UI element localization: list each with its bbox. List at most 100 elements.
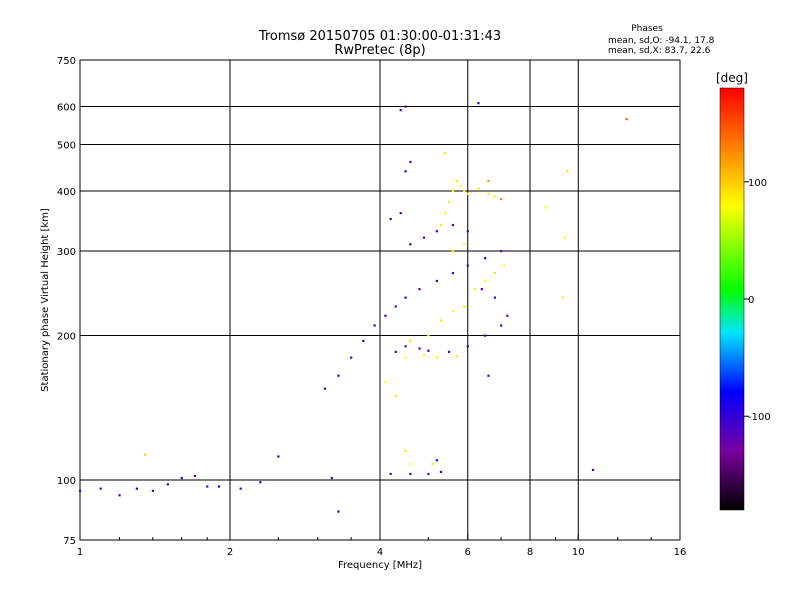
data-point [466,192,469,195]
data-point [455,355,458,358]
data-point [443,152,447,155]
data-point [487,192,490,195]
data-point [447,200,451,203]
grid-lines [80,60,680,540]
data-point [591,468,595,472]
data-point [466,230,469,233]
y-tick-label: 600 [57,103,76,114]
data-point [451,223,455,227]
data-point [389,472,392,476]
data-point [418,347,421,350]
data-point [404,449,407,453]
data-point [362,339,365,343]
x-tick-label: 6 [465,547,471,558]
data-point [404,345,407,348]
chart-title-line2: RwPretec (8p) [334,43,425,58]
data-point [151,489,155,492]
x-axis-ticks: 1 2 4 6 8 10 16 [77,534,686,558]
data-point [193,474,197,478]
data-point [463,305,466,308]
data-point [427,349,430,352]
data-point [451,271,455,275]
colorbar-tick-label: 0 [748,295,754,306]
colorbar [719,87,745,511]
data-point [451,190,455,193]
data-point [394,394,397,397]
chart-title-line1: Tromsø 20150705 01:30:00-01:31:43 [258,29,501,44]
data-point [435,459,438,462]
data-point [500,250,503,253]
colorbar-label: [deg] [716,71,748,85]
data-point [384,314,387,317]
data-point [118,494,121,497]
colorbar-ticks: -100 0 100 [744,178,771,423]
data-point [422,354,426,357]
data-point [373,324,376,327]
data-point [418,288,421,291]
data-point [330,476,333,480]
data-point [409,462,412,466]
data-point [563,236,567,239]
data-point [439,319,443,322]
data-point [404,356,407,359]
data-point [409,472,412,476]
data-point [277,455,280,458]
data-points [79,102,628,513]
data-point [484,257,487,260]
data-point [79,489,82,492]
data-point [350,356,353,359]
y-tick-label: 300 [57,247,76,258]
data-point [500,198,503,201]
data-point [399,212,402,215]
data-point [487,179,490,183]
data-point [466,264,469,267]
data-point [493,271,497,275]
data-point [166,483,169,486]
data-point [99,487,102,490]
data-point [566,170,569,173]
data-point [435,230,438,233]
data-point [404,105,407,108]
data-point [135,487,138,490]
data-point [500,324,503,327]
data-point [544,206,547,209]
data-point [459,184,462,188]
data-point [431,462,434,466]
data-point [217,485,221,488]
y-tick-label: 200 [57,332,76,343]
data-point [484,334,487,337]
data-point [422,236,426,239]
data-point [435,356,438,359]
data-point [409,339,412,343]
data-point [473,288,477,291]
data-point [394,305,397,308]
colorbar-tick-label: 100 [748,178,767,189]
data-point [451,309,455,313]
data-point [394,350,397,353]
data-point [463,243,466,246]
y-tick-label: 100 [57,476,76,487]
data-point [466,345,469,348]
x-tick-label: 10 [572,547,585,558]
data-point [427,334,430,337]
data-point [409,243,412,246]
data-point [455,179,458,183]
data-point [480,288,483,291]
data-point [384,381,387,384]
data-point [323,387,327,390]
x-axis-label: Frequency [MHz] [338,560,422,571]
colorbar-tick-label: -100 [748,412,771,423]
x-tick-label: 2 [227,547,233,558]
y-axis-label: Stationary phase Virtual Height [km] [40,208,51,392]
data-point [427,472,430,476]
y-tick-label: 75 [63,536,76,547]
data-point [389,217,392,221]
y-tick-label: 400 [57,187,76,198]
data-point [239,487,242,490]
data-point [447,350,451,353]
data-point [506,314,509,317]
phase-stats-title: Phases [631,24,663,34]
data-point [493,195,497,198]
data-point [451,250,455,253]
